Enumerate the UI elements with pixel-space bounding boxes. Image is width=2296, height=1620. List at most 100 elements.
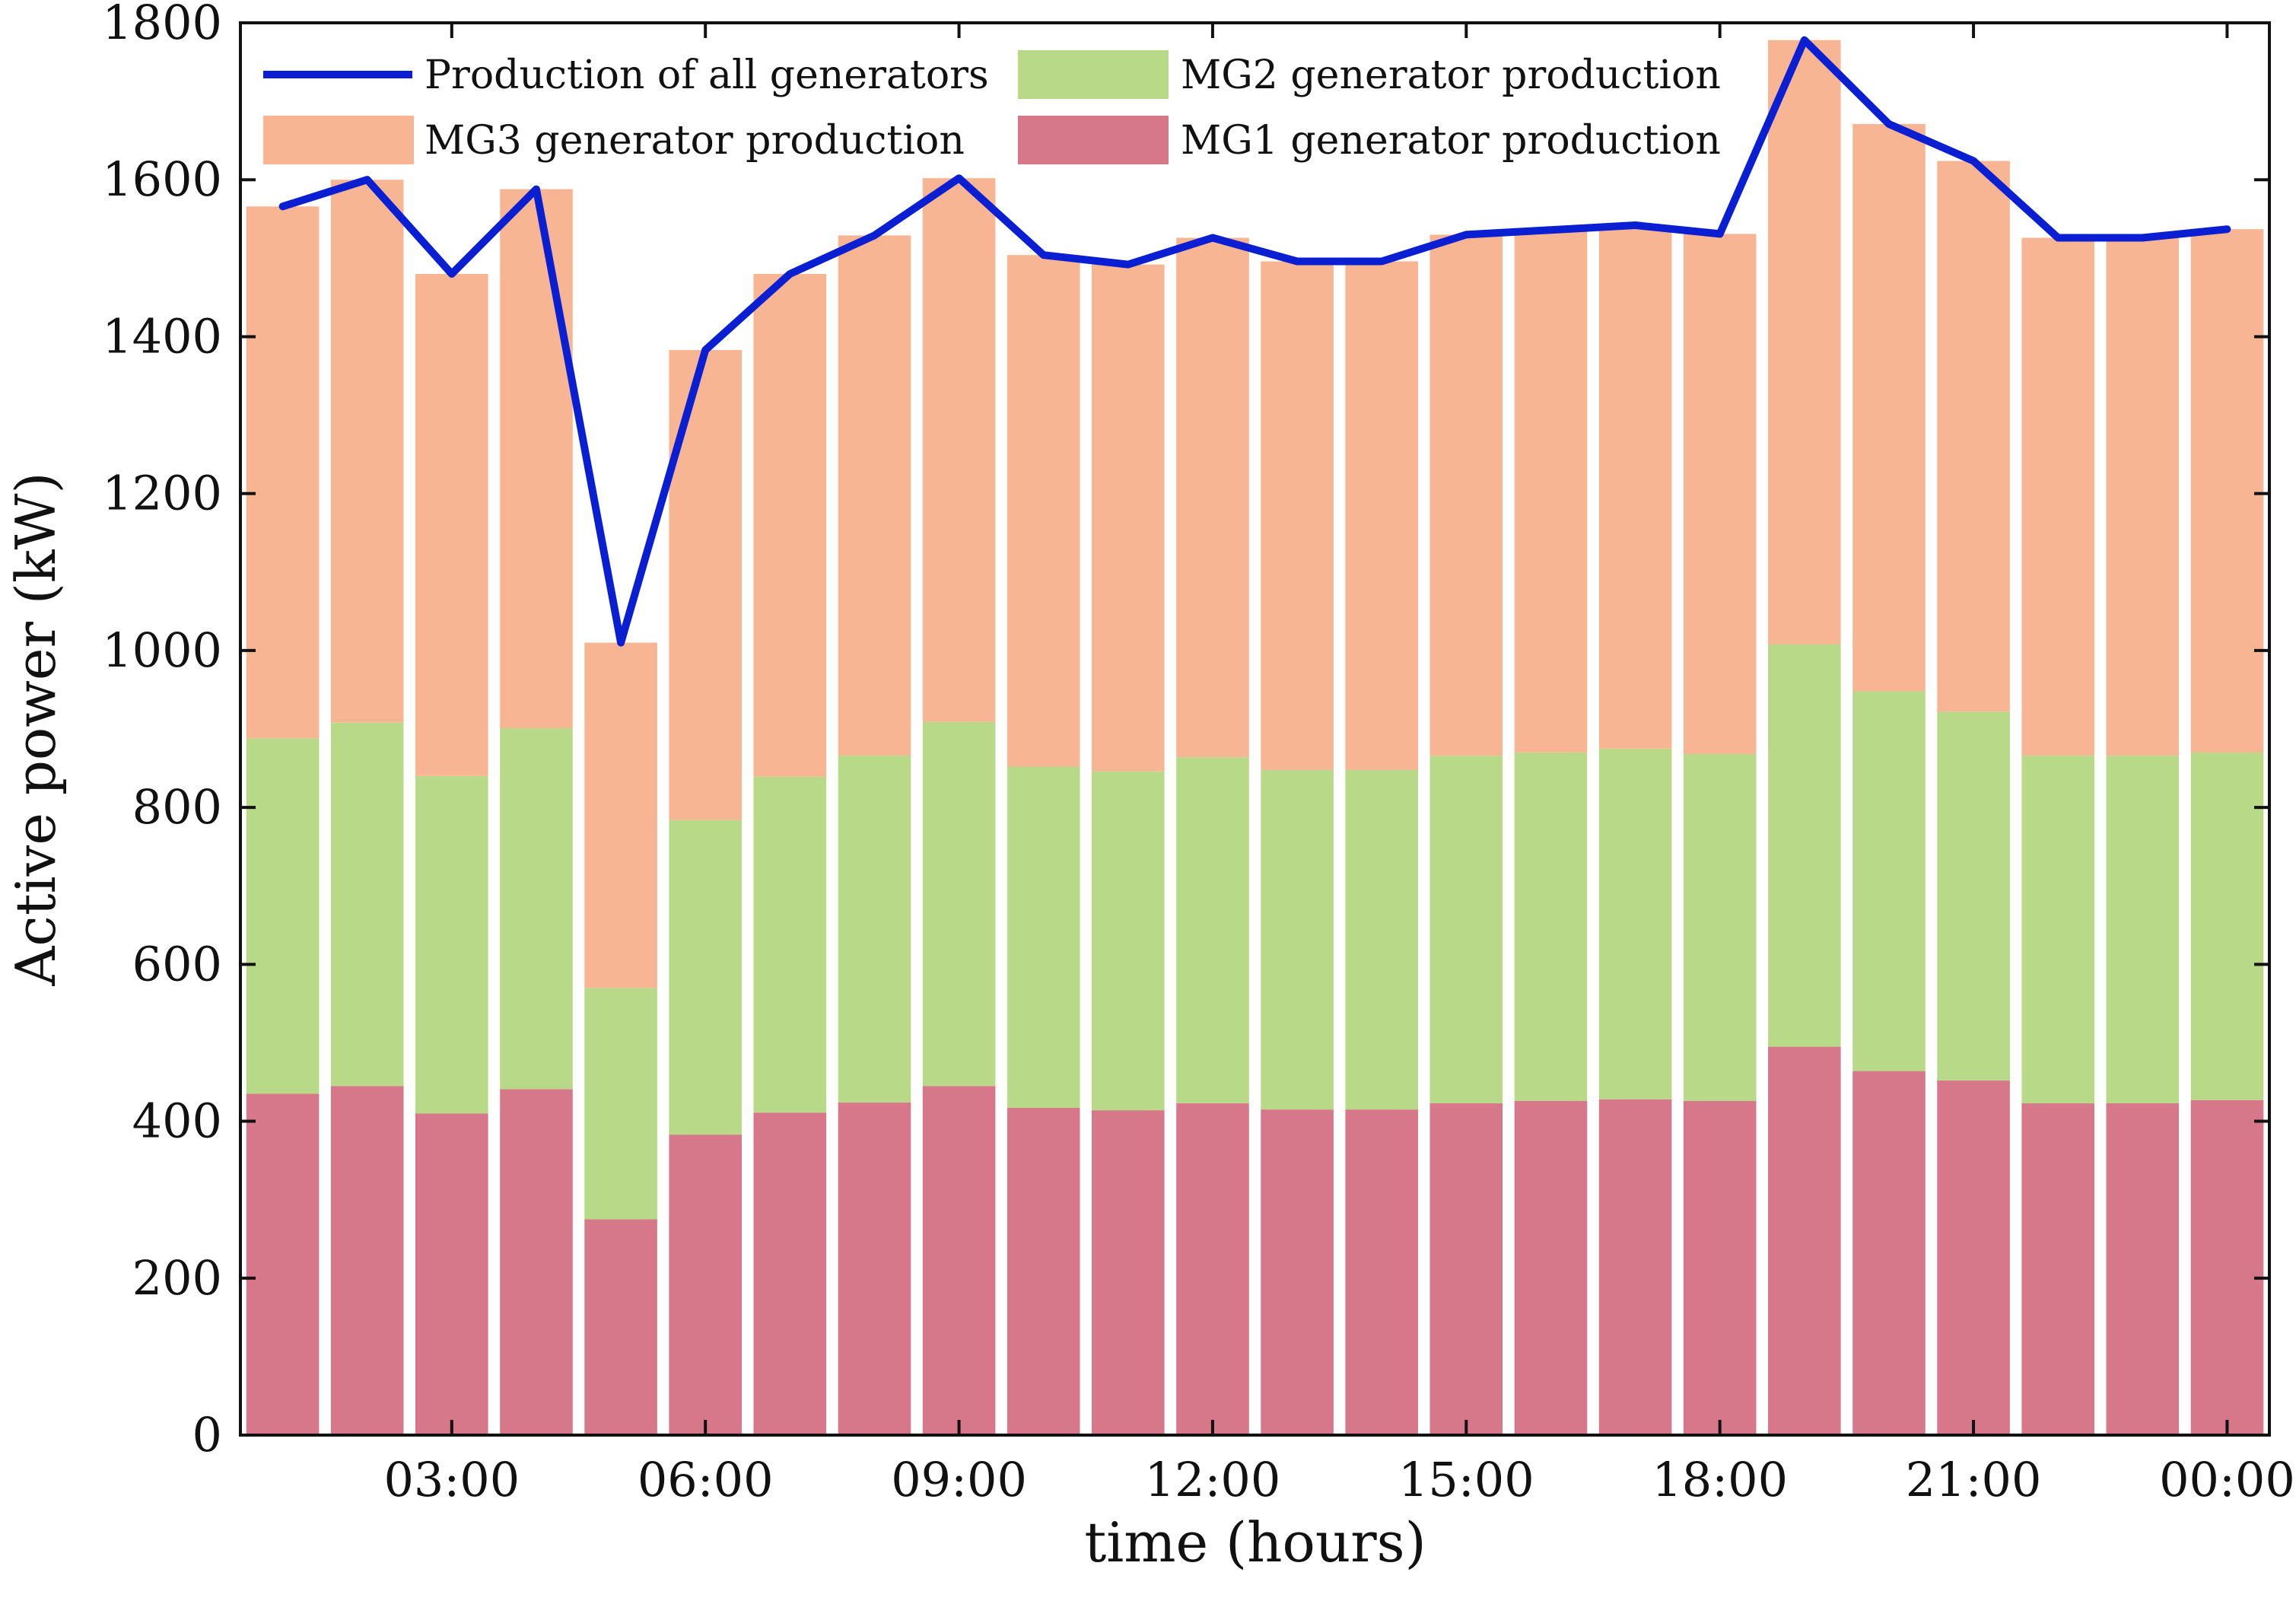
total-point-hour-6: [704, 349, 708, 352]
total-production-line-layer: [278, 36, 2231, 647]
total-point-hour-13: [1296, 259, 1299, 263]
total-point-hour-16: [1549, 228, 1553, 232]
legend-label-total: Production of all generators: [425, 53, 989, 98]
total-point-hour-20: [1887, 123, 1891, 126]
bar-mg2-hour-7: [753, 776, 827, 1113]
bar-mg1-hour-3: [415, 1113, 488, 1435]
x-tick-label-18:00: 18:00: [1652, 1452, 1788, 1507]
bar-mg1-hour-21: [1937, 1080, 2010, 1435]
y-tick-label-600: 600: [132, 936, 222, 991]
x-tick-label-03:00: 03:00: [383, 1452, 520, 1507]
bar-mg2-hour-1: [246, 738, 320, 1094]
y-tick-label-1200: 1200: [102, 466, 222, 521]
legend: Production of all generators MG2 generat…: [263, 50, 1721, 164]
bar-mg2-hour-14: [1345, 769, 1418, 1110]
bar-mg3-hour-10: [1006, 255, 1080, 767]
bar-mg2-hour-6: [669, 820, 742, 1135]
bar-mg1-hour-13: [1261, 1109, 1334, 1435]
bar-mg1-hour-22: [2021, 1103, 2094, 1435]
total-point-hour-10: [1041, 253, 1045, 257]
bar-mg3-hour-2: [330, 180, 404, 723]
total-point-hour-24: [2225, 228, 2229, 231]
bar-mg1-hour-12: [1176, 1103, 1249, 1435]
bar-mg3-hour-6: [669, 350, 742, 820]
bar-mg1-hour-8: [838, 1102, 911, 1435]
bar-mg2-hour-24: [2190, 752, 2264, 1100]
bar-mg3-hour-9: [922, 178, 996, 722]
bar-mg1-hour-20: [1852, 1071, 1926, 1435]
bar-mg2-hour-3: [415, 775, 488, 1114]
total-point-hour-23: [2141, 236, 2145, 240]
bar-mg2-hour-13: [1261, 769, 1334, 1110]
bar-mg3-hour-24: [2190, 229, 2264, 753]
total-point-hour-15: [1464, 233, 1468, 237]
bar-mg2-hour-15: [1429, 756, 1503, 1103]
bar-mg2-hour-5: [584, 988, 657, 1220]
total-point-hour-9: [957, 177, 961, 180]
y-tick-label-1600: 1600: [102, 151, 222, 207]
y-tick-label-200: 200: [132, 1250, 222, 1306]
x-tick-label-12:00: 12:00: [1145, 1452, 1281, 1507]
bar-mg3-hour-21: [1937, 161, 2010, 712]
bar-mg1-hour-23: [2106, 1103, 2180, 1435]
bar-mg3-hour-14: [1345, 261, 1418, 770]
total-point-hour-14: [1380, 259, 1384, 263]
y-tick-label-1800: 1800: [102, 0, 222, 50]
bar-mg3-hour-7: [753, 274, 827, 777]
total-production-line: [278, 36, 2231, 647]
y-tick-label-1400: 1400: [102, 308, 222, 364]
bar-mg2-hour-8: [838, 756, 911, 1103]
x-tick-label-00:00: 00:00: [2159, 1452, 2295, 1507]
bar-mg2-hour-17: [1598, 748, 1672, 1100]
bar-mg3-hour-5: [584, 642, 657, 988]
total-point-hour-2: [365, 178, 369, 182]
total-point-hour-8: [873, 234, 876, 237]
bar-mg2-hour-21: [1937, 711, 2010, 1081]
bar-mg3-hour-19: [1768, 40, 1841, 644]
total-point-hour-4: [534, 187, 538, 191]
y-axis-label: Active power (kW): [4, 472, 68, 986]
plot-frame: [239, 21, 2271, 1437]
bar-mg3-hour-17: [1598, 225, 1672, 749]
total-point-hour-7: [788, 272, 792, 275]
x-tick-label-21:00: 21:00: [1906, 1452, 2042, 1507]
total-point-hour-17: [1633, 224, 1637, 227]
bar-mg2-hour-22: [2021, 756, 2094, 1103]
y-axis-ticks: 0 200 400 600 800 1000 1200 1400 1600 1800: [102, 0, 2269, 1462]
bar-mg3-hour-23: [2106, 237, 2180, 756]
total-point-hour-21: [1972, 159, 1976, 163]
bar-mg2-hour-18: [1683, 754, 1757, 1101]
bar-mg2-hour-2: [330, 722, 404, 1087]
total-point-hour-22: [2056, 236, 2060, 240]
y-tick-label-1000: 1000: [102, 622, 222, 678]
x-axis-label: time (hours): [1084, 1510, 1426, 1574]
x-tick-label-09:00: 09:00: [891, 1452, 1027, 1507]
bar-mg2-hour-23: [2106, 756, 2180, 1103]
legend-swatch-mg3: [263, 116, 414, 164]
bar-mg3-hour-11: [1092, 264, 1165, 772]
bar-mg1-hour-17: [1598, 1099, 1672, 1435]
x-tick-label-06:00: 06:00: [638, 1452, 774, 1507]
bar-mg1-hour-9: [922, 1086, 996, 1435]
bar-mg3-hour-4: [500, 189, 573, 729]
bar-mg2-hour-11: [1092, 771, 1165, 1111]
bar-mg1-hour-1: [246, 1093, 320, 1435]
total-point-hour-3: [450, 272, 453, 275]
total-point-hour-19: [1802, 38, 1806, 42]
total-point-hour-11: [1126, 263, 1130, 266]
y-tick-label-400: 400: [132, 1093, 222, 1149]
bar-mg3-hour-13: [1261, 261, 1334, 770]
legend-label-mg1: MG1 generator production: [1181, 118, 1721, 164]
bar-mg2-hour-19: [1768, 644, 1841, 1047]
total-point-hour-12: [1210, 236, 1214, 240]
bar-mg1-hour-6: [669, 1135, 742, 1435]
bar-mg3-hour-22: [2021, 237, 2094, 756]
bars-layer: [246, 40, 2264, 1435]
bar-mg1-hour-15: [1429, 1103, 1503, 1435]
total-point-hour-5: [619, 641, 623, 644]
y-tick-label-0: 0: [192, 1407, 222, 1462]
x-axis-ticks: 03:00 06:00 09:00 12:00 15:00 18:00 21:00 00:00: [383, 23, 2295, 1507]
bar-mg1-hour-14: [1345, 1109, 1418, 1435]
bar-mg1-hour-2: [330, 1086, 404, 1435]
